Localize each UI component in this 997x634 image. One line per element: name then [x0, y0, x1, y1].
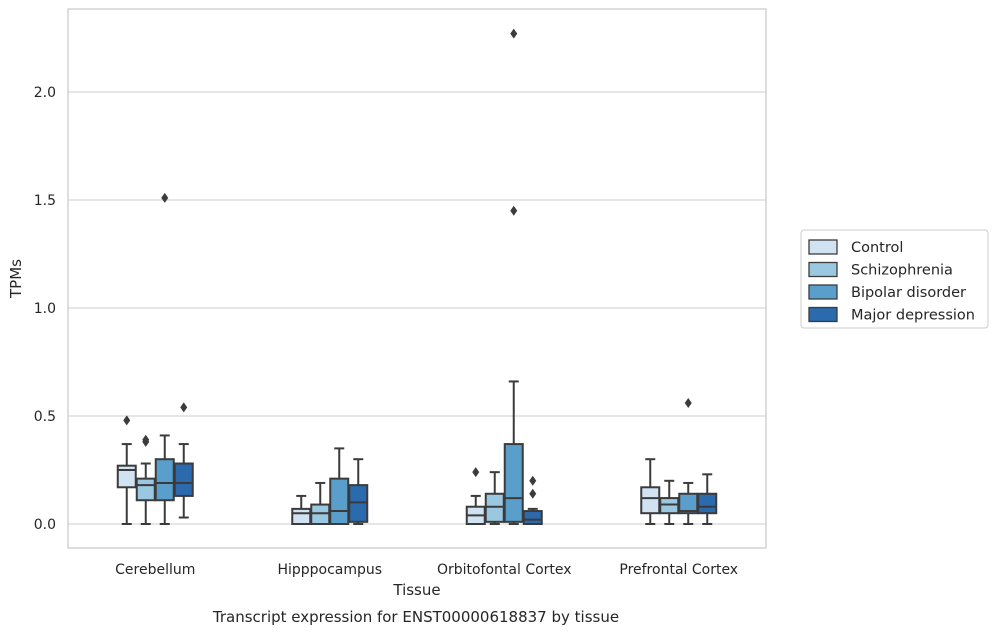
box — [173, 462, 194, 497]
y-axis-label: TPMs — [7, 259, 25, 299]
outlier-point — [529, 488, 537, 499]
legend-swatch — [808, 239, 838, 255]
legend-swatch — [808, 261, 838, 278]
y-tick-label: 1.0 — [34, 301, 56, 317]
x-tick-label: Cerebellum — [115, 562, 195, 578]
legend-label: Control — [851, 240, 903, 256]
legend-swatch — [808, 306, 838, 323]
box — [640, 486, 661, 515]
box — [116, 464, 137, 489]
box — [522, 510, 543, 526]
x-tick-label: Prefrontal Cortex — [619, 562, 738, 578]
outlier-point — [472, 467, 480, 478]
box — [154, 458, 175, 502]
x-tick-label: Hipppocampus — [277, 562, 382, 578]
x-axis-label: Tissue — [392, 581, 440, 599]
box — [135, 477, 156, 502]
outlier-point — [123, 415, 131, 426]
legend: Control Schizophrenia Bipolar disorder Majo… — [800, 229, 989, 329]
box — [503, 443, 524, 523]
box-groups — [116, 28, 718, 526]
legend-label: Major depression — [851, 308, 975, 324]
y-tick-label: 2.0 — [34, 85, 56, 101]
box — [484, 492, 505, 523]
y-tick-label: 1.5 — [34, 193, 56, 209]
legend-label: Schizophrenia — [851, 263, 953, 279]
legend-swatch — [808, 284, 838, 300]
outlier-point — [529, 475, 537, 486]
y-tick-label: 0.0 — [34, 517, 56, 533]
chart-caption: Transcript expression for ENST0000061883… — [212, 608, 619, 626]
outlier-point — [161, 192, 169, 203]
legend-box — [800, 229, 989, 329]
box — [291, 507, 312, 526]
outlier-point — [510, 28, 518, 39]
plot-frame — [67, 8, 767, 549]
y-tick-label: 0.5 — [34, 409, 56, 425]
legend-label: Bipolar disorder — [851, 285, 966, 301]
outlier-point — [180, 402, 188, 413]
x-axis-ticks: Cerebellum Hipppocampus Orbitofontal Corte… — [115, 562, 738, 578]
box — [310, 503, 331, 525]
outlier-point — [510, 205, 518, 216]
box — [348, 484, 369, 523]
x-tick-label: Orbitofontal Cortex — [437, 562, 572, 578]
box — [697, 492, 718, 515]
outlier-point — [142, 434, 150, 445]
y-axis-ticks: 0.0 0.5 1.0 1.5 2.0 — [34, 85, 56, 533]
box — [659, 497, 680, 515]
box — [329, 477, 350, 526]
outlier-point — [684, 398, 692, 409]
